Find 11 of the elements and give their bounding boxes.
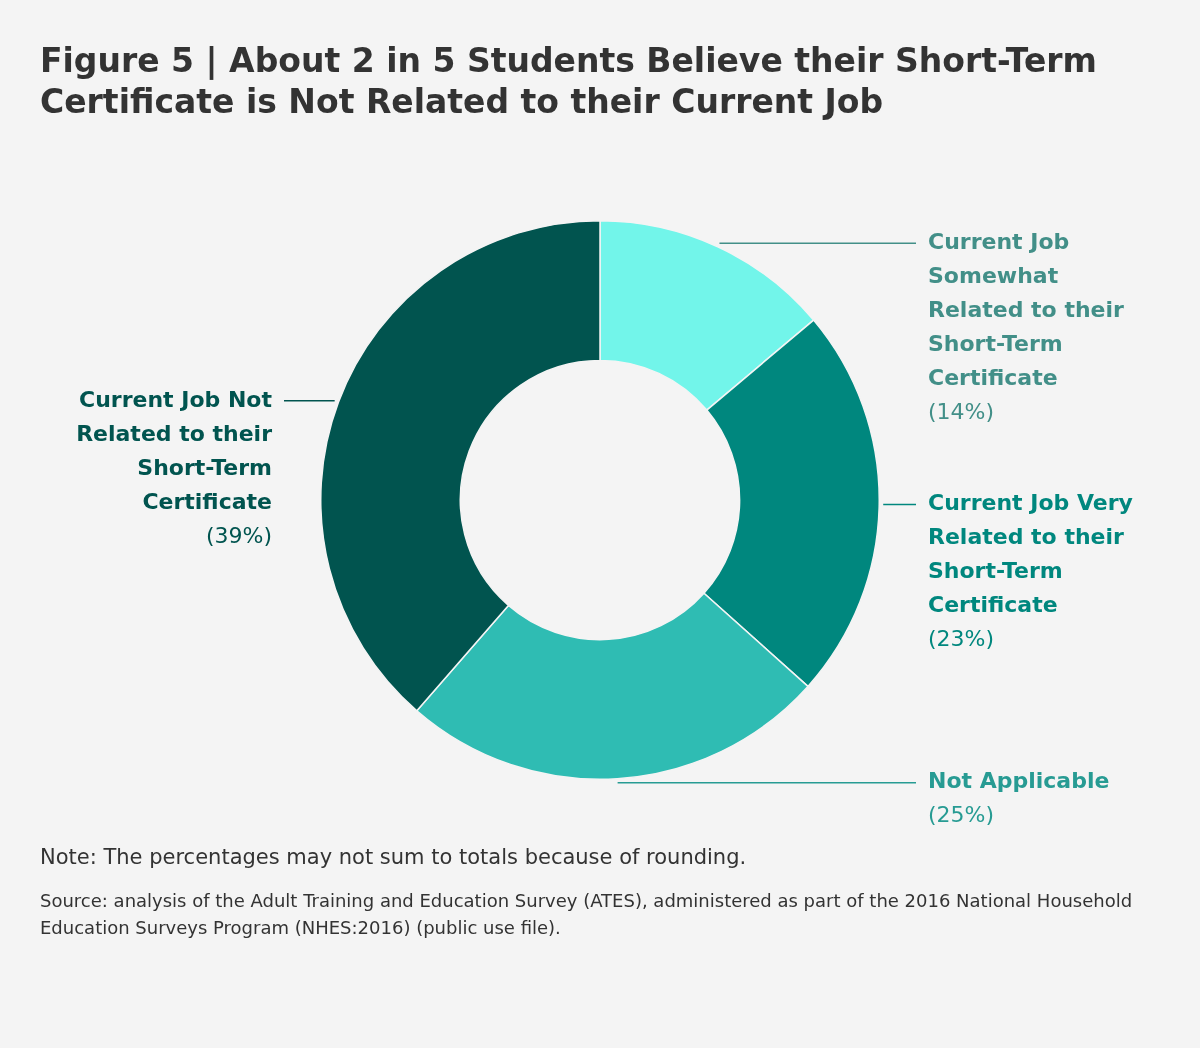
data-label: (23%) [928,626,995,652]
slice-label: Current Job Very Related to their Short-Term Certificate [928,490,1133,618]
chart-title: Figure 5 | About 2 in 5 Students Believe their Short-Term Certificate is Not Related to their Current Job [40,40,1098,123]
text: Note: The percentages may not sum to totals because of rounding. [40,845,748,869]
slice-label: Current Job Somewhat Related to their Short-Term Certificate [928,228,1125,390]
source-note: Source: analysis of the Adult Training and Education Survey (ATES), administered as part of the 2016 National Household Education Surveys Program (NHES:2016) (public use file). [40,889,1134,940]
data-label: (25%) [928,802,995,828]
data-label: (14%) [928,398,995,424]
slice-label: Not Applicable [928,768,1110,794]
slice-label: Current Job Not Related to their Short-Term Certificate [76,386,273,514]
data-label: (39%) [205,522,272,548]
